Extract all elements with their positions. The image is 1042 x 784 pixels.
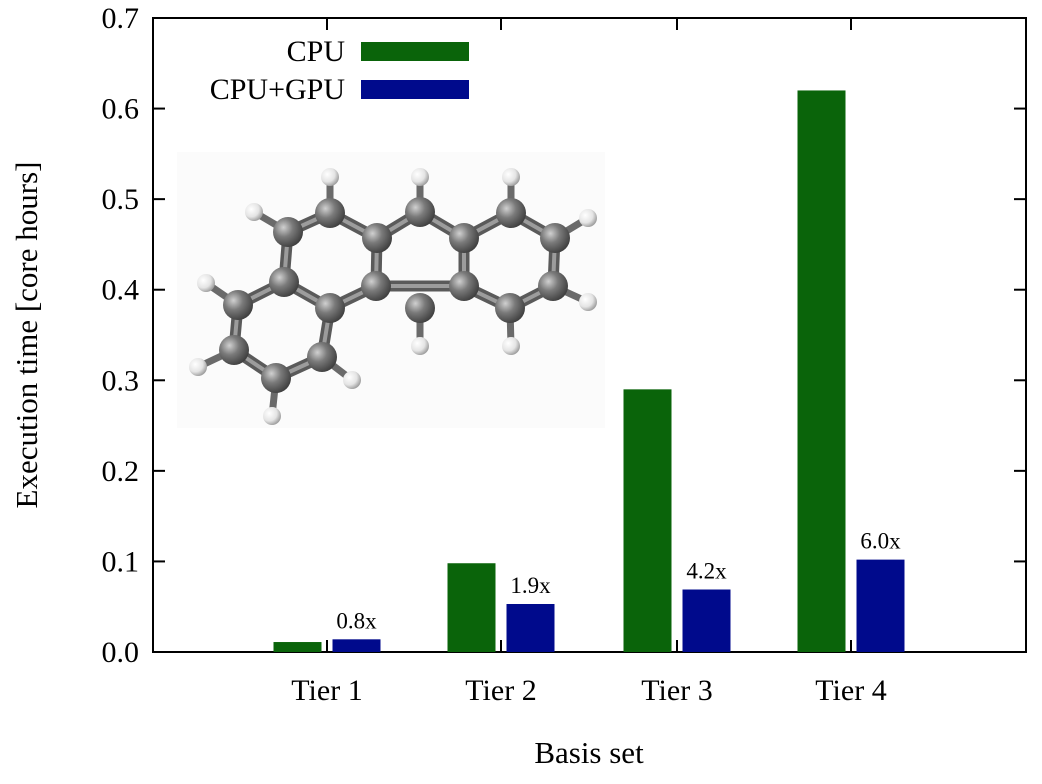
y-tick-label: 0.6 [102,93,140,126]
bar-cpu-tier-2 [447,563,496,652]
speedup-label: 0.8x [336,608,377,633]
y-axis-title: Execution time [core hours] [9,162,44,509]
x-axis: Tier 1 Tier 2 Tier 3 Tier 4 [291,18,887,707]
y-tick-label: 0.7 [102,2,140,35]
x-tick-label: Tier 4 [815,674,886,707]
legend-swatch-cpu-gpu [361,80,469,99]
bar-cpu-gpu-tier-2 [506,603,555,652]
speedup-label: 1.9x [510,573,551,598]
plot-frame [152,17,1027,653]
bar-cpu-gpu-tier-4 [856,559,905,652]
legend-swatch-cpu [361,42,469,61]
bar-cpu-tier-1 [273,642,322,652]
molecule-atoms [189,168,597,425]
y-tick-label: 0.5 [102,183,140,216]
speedup-labels: 0.8x 1.9x 4.2x 6.0x [336,529,901,634]
bars [273,90,905,652]
bar-cpu-gpu-tier-3 [682,589,731,652]
y-tick-label: 0.2 [102,455,140,488]
x-tick-label: Tier 1 [291,674,362,707]
legend-label-cpu-gpu: CPU+GPU [210,73,346,106]
speedup-label: 4.2x [686,559,727,584]
y-tick-label: 0.4 [102,274,140,307]
bar-cpu-tier-3 [623,389,672,652]
y-axis: 0.0 0.1 0.2 0.3 0.4 0.5 0.6 0.7 [102,2,1026,669]
legend-label-cpu: CPU [287,35,346,68]
molecule-inset-image [177,152,605,428]
legend: CPU CPU+GPU [210,35,469,106]
y-tick-label: 0.0 [102,636,140,669]
bar-cpu-gpu-tier-1 [332,639,381,652]
y-tick-label: 0.1 [102,545,140,578]
y-tick-label: 0.3 [102,364,140,397]
bar-cpu-tier-4 [797,90,846,652]
x-tick-label: Tier 2 [465,674,536,707]
x-tick-label: Tier 3 [641,674,712,707]
x-axis-title: Basis set [534,735,644,770]
speedup-label: 6.0x [860,529,901,554]
